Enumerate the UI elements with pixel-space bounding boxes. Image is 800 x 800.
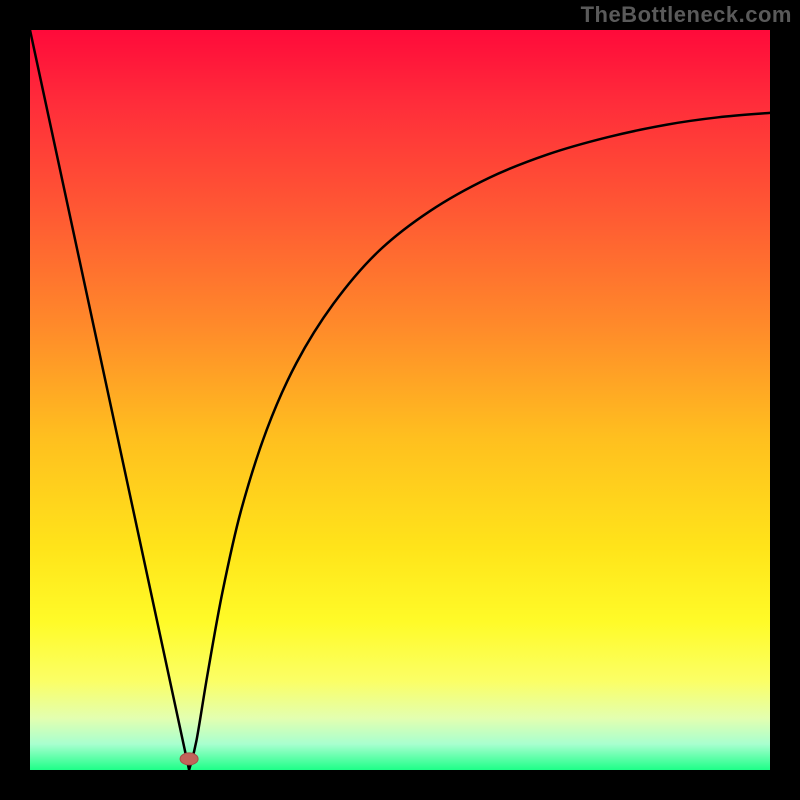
bottleneck-chart: TheBottleneck.com — [0, 0, 800, 800]
optimal-point-marker — [180, 753, 198, 765]
chart-svg — [0, 0, 800, 800]
plot-area — [30, 30, 770, 770]
